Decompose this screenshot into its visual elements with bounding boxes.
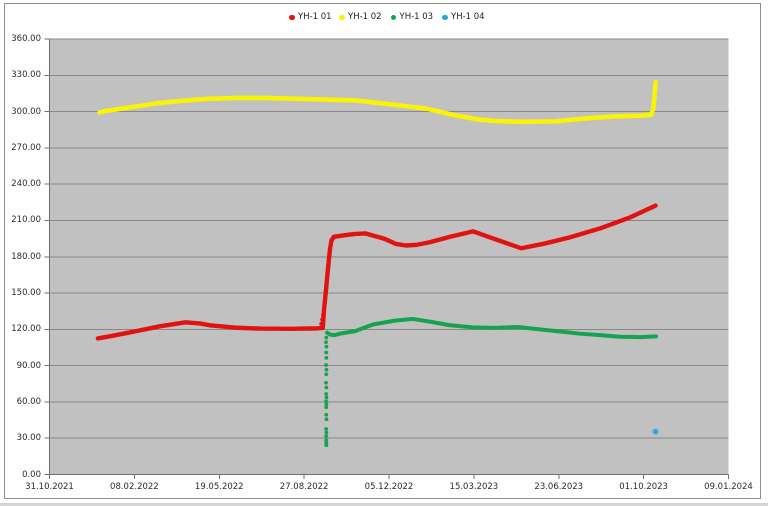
series-marker-yh-1-03 — [324, 395, 329, 400]
x-axis-label: 31.10.2021 — [25, 482, 74, 492]
series-marker-yh-1-03 — [324, 405, 329, 410]
y-axis-label: 30.00 — [16, 433, 41, 444]
series-marker-yh-1-01 — [319, 321, 324, 326]
series-marker-yh-1-03 — [324, 417, 329, 422]
series-marker-yh-1-03 — [324, 427, 329, 431]
series-marker-yh-1-03 — [324, 350, 329, 355]
y-axis-label: 270.00 — [11, 142, 41, 153]
series-marker-yh-1-03 — [324, 335, 329, 340]
legend-marker-icon — [339, 14, 345, 20]
series-line-yh-1-03 — [325, 316, 659, 340]
y-axis-label: 180.00 — [11, 251, 41, 262]
legend-marker-icon — [390, 14, 396, 20]
x-axis-label: 08.02.2022 — [110, 482, 159, 492]
legend-label: YH-1 04 — [451, 12, 485, 22]
y-axis-label: 150.00 — [11, 288, 41, 299]
series-marker-yh-1-03 — [324, 399, 329, 404]
series-marker-yh-1-03 — [324, 380, 328, 385]
series-marker-yh-1-03 — [324, 392, 329, 396]
y-axis-label: 240.00 — [11, 179, 41, 190]
series-marker-yh-1-03 — [324, 340, 328, 345]
y-axis-label: 210.00 — [11, 215, 41, 226]
series-marker-yh-1-03 — [324, 344, 329, 349]
y-axis-label: 330.00 — [11, 70, 41, 81]
y-axis-label: 90.00 — [16, 360, 41, 371]
series-marker-yh-1-03 — [324, 430, 329, 435]
series-marker-yh-1-01 — [320, 317, 325, 322]
series-marker-yh-1-03 — [324, 402, 329, 407]
x-axis-label: 09.01.2024 — [704, 482, 753, 492]
y-axis-label: 0.00 — [22, 469, 41, 480]
legend-label: YH-1 02 — [348, 12, 382, 22]
series-marker-yh-1-01 — [321, 313, 326, 318]
series-marker-yh-1-03 — [324, 385, 329, 390]
y-axis-label: 120.00 — [11, 324, 41, 335]
series-marker-yh-1-03 — [324, 434, 329, 438]
y-axis-label: 360.00 — [11, 34, 41, 44]
y-axis-label: 300.00 — [11, 106, 41, 117]
legend-marker-icon — [289, 14, 295, 20]
series-line-yh-1-01 — [95, 203, 658, 341]
x-axis-label: 27.08.2022 — [279, 482, 329, 492]
series-marker-yh-1-03 — [324, 443, 329, 448]
series-marker-yh-1-03 — [324, 367, 329, 372]
series-marker-yh-1-03 — [324, 355, 329, 360]
window-edge-strip — [0, 503, 768, 506]
x-axis-label: 23.06.2023 — [534, 482, 584, 492]
series-marker-yh-1-03 — [324, 412, 329, 417]
y-axis-label: 60.00 — [16, 396, 41, 407]
x-axis-label: 15.03.2023 — [449, 482, 499, 492]
x-axis-label: 19.05.2022 — [194, 482, 244, 492]
legend-marker-icon — [442, 14, 448, 20]
legend-label: YH-1 03 — [399, 12, 434, 22]
series-marker-yh-1-03 — [324, 363, 329, 367]
series-line-yh-1-02 — [97, 79, 659, 125]
x-axis-label: 05.12.2022 — [364, 482, 414, 492]
x-axis-label: 01.10.2023 — [619, 482, 668, 492]
legend-label: YH-1 01 — [298, 12, 332, 22]
series-marker-yh-1-03 — [324, 372, 329, 377]
series-marker-yh-1-04 — [653, 429, 658, 434]
